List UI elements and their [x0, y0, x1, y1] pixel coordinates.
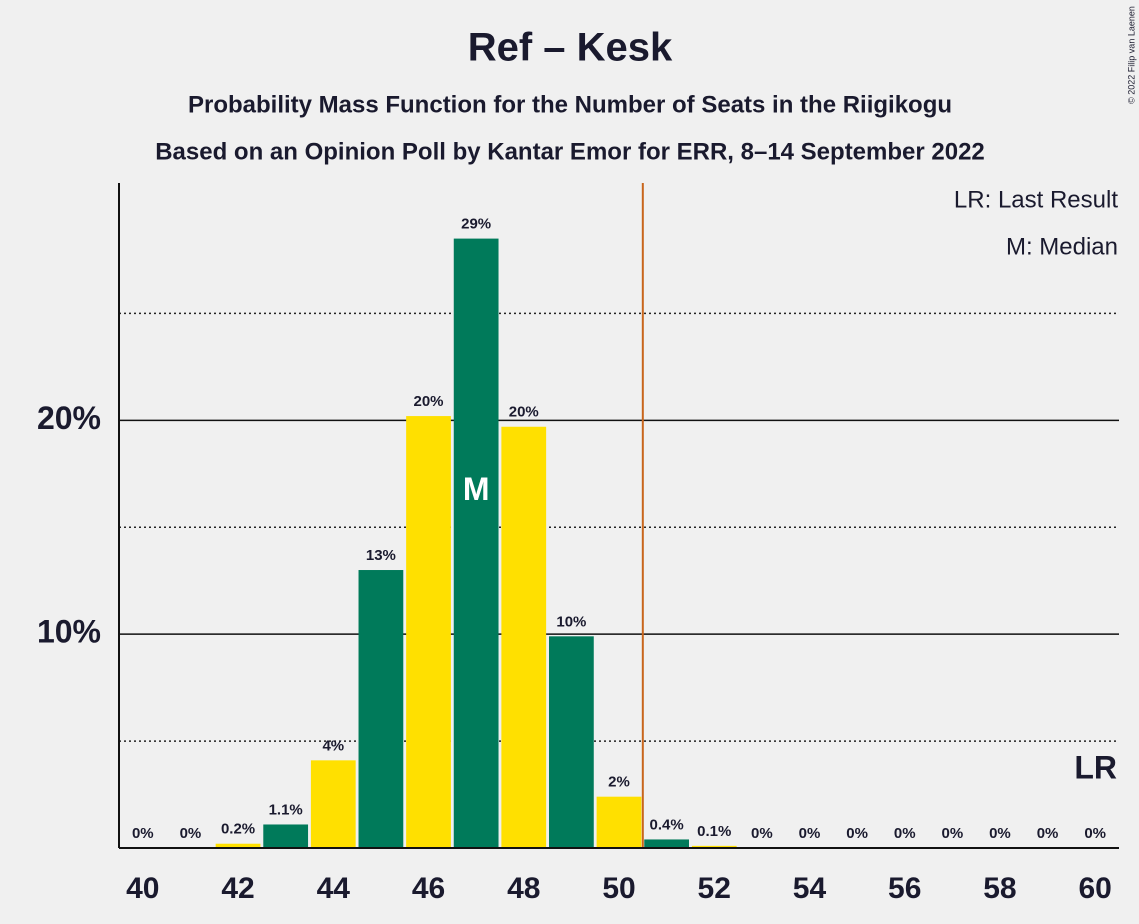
- bar: [215, 843, 261, 848]
- bar: [263, 824, 309, 848]
- x-tick-label: 54: [793, 872, 827, 905]
- bar: [549, 636, 594, 848]
- data-label: 20%: [414, 393, 444, 410]
- data-label: 0%: [989, 825, 1011, 842]
- x-tick-label: 58: [983, 872, 1016, 905]
- data-label: 0%: [132, 825, 154, 842]
- x-tick-label: 44: [317, 872, 351, 905]
- bar: [406, 416, 451, 848]
- bar: [358, 570, 404, 848]
- bar: [501, 426, 547, 848]
- data-label: 4%: [322, 737, 344, 754]
- data-label: 13%: [366, 547, 396, 564]
- data-label: 2%: [608, 774, 630, 791]
- legend-entry: M: Median: [1006, 233, 1118, 260]
- x-tick-label: 42: [221, 872, 254, 905]
- bar: [691, 845, 737, 848]
- legend-entry: LR: Last Result: [954, 186, 1118, 213]
- median-label: M: [463, 471, 490, 507]
- chart-subtitle: Probability Mass Function for the Number…: [188, 91, 952, 118]
- chart-subtitle: Based on an Opinion Poll by Kantar Emor …: [155, 138, 985, 165]
- data-label: 1.1%: [269, 801, 303, 818]
- bar: [596, 796, 642, 848]
- x-tick-label: 46: [412, 872, 445, 905]
- data-label: 20%: [509, 404, 539, 421]
- x-tick-label: 60: [1079, 872, 1112, 905]
- data-label: 0%: [846, 825, 868, 842]
- x-tick-label: 40: [126, 872, 159, 905]
- data-label: 0%: [941, 825, 963, 842]
- data-label: 0%: [180, 825, 202, 842]
- x-tick-label: 50: [602, 872, 635, 905]
- data-label: 0%: [799, 825, 821, 842]
- last-result-label: LR: [1074, 749, 1117, 785]
- data-label: 10%: [556, 613, 586, 630]
- x-tick-label: 48: [507, 872, 540, 905]
- copyright: © 2022 Filip van Laenen: [1126, 6, 1136, 104]
- data-label: 0%: [751, 825, 773, 842]
- bar: [644, 839, 689, 848]
- y-tick-label: 20%: [37, 400, 101, 436]
- data-label: 29%: [461, 216, 491, 233]
- chart-title: Ref – Kesk: [468, 26, 673, 70]
- x-tick-label: 56: [888, 872, 921, 905]
- data-label: 0%: [1084, 825, 1106, 842]
- y-tick-label: 10%: [37, 614, 101, 650]
- data-label: 0.2%: [221, 821, 255, 838]
- data-label: 0.1%: [697, 823, 731, 840]
- bar: [310, 760, 356, 848]
- data-label: 0%: [1037, 825, 1059, 842]
- x-tick-label: 52: [698, 872, 731, 905]
- bar: [453, 238, 499, 848]
- data-label: 0%: [894, 825, 916, 842]
- data-label: 0.4%: [650, 816, 684, 833]
